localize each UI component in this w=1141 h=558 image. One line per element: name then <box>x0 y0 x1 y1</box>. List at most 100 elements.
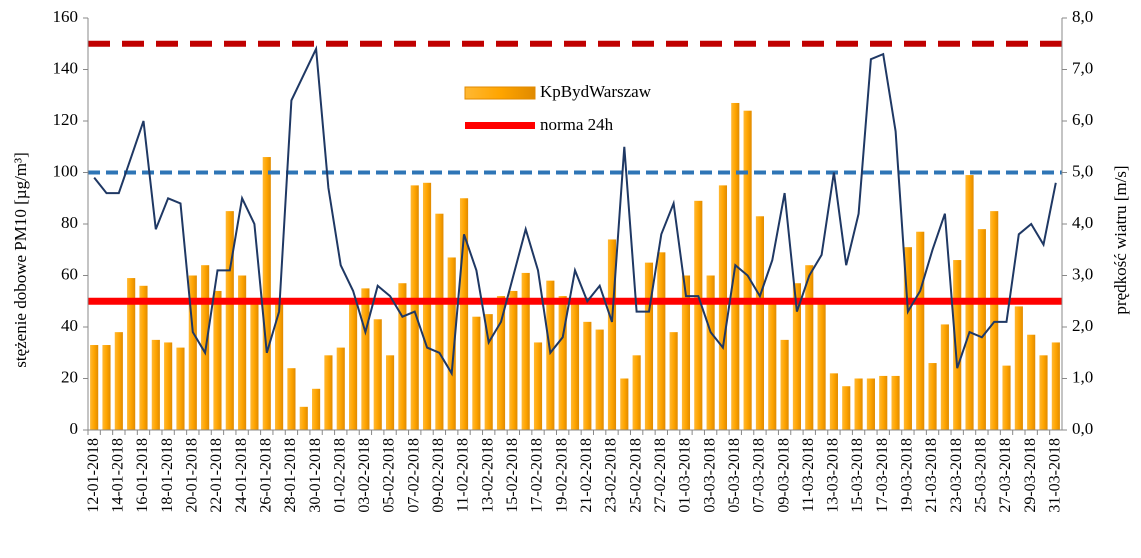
bar <box>607 239 617 430</box>
bar <box>496 296 506 430</box>
bar <box>459 198 469 430</box>
bar <box>632 355 641 430</box>
bar <box>866 378 875 430</box>
x-tick-label: 21-02-2018 <box>578 438 595 513</box>
bar <box>780 339 789 430</box>
y2-tick-label: 4,0 <box>1072 213 1093 232</box>
x-tick-label: 28-01-2018 <box>282 438 299 513</box>
x-tick-label: 18-01-2018 <box>159 438 176 513</box>
bar <box>114 332 123 430</box>
legend-label: KpBydWarszaw <box>540 82 652 101</box>
bar <box>262 157 271 431</box>
bar <box>533 342 543 430</box>
bar <box>1014 306 1023 430</box>
bar <box>570 301 580 430</box>
bar <box>275 301 284 430</box>
bar <box>410 185 419 430</box>
y2-tick-label: 5,0 <box>1072 161 1093 180</box>
x-tick-label: 13-02-2018 <box>479 438 496 513</box>
y2-tick-label: 7,0 <box>1072 58 1093 77</box>
x-tick-label: 09-03-2018 <box>775 438 792 513</box>
bar <box>805 265 814 430</box>
y-tick-label: 60 <box>61 264 78 283</box>
bar <box>312 388 321 430</box>
y2-tick-label: 8,0 <box>1072 7 1093 26</box>
y-tick-label: 20 <box>61 367 78 386</box>
bar <box>139 285 148 430</box>
bar <box>755 216 765 430</box>
bar <box>336 347 345 430</box>
y2-axis-label: prędkość wiatru [m/s] <box>1111 165 1130 314</box>
x-tick-label: 24-01-2018 <box>233 438 250 513</box>
x-tick-label: 03-03-2018 <box>701 438 718 513</box>
x-tick-label: 11-02-2018 <box>455 438 472 512</box>
y2-tick-label: 2,0 <box>1072 316 1093 335</box>
bar <box>706 275 715 430</box>
y-tick-label: 140 <box>53 58 79 77</box>
x-tick-label: 15-03-2018 <box>849 438 866 513</box>
y-tick-label: 160 <box>53 7 79 26</box>
x-tick-label: 16-01-2018 <box>134 438 151 513</box>
bar <box>977 229 986 430</box>
x-tick-label: 25-03-2018 <box>973 438 990 513</box>
bar <box>953 260 962 430</box>
y-tick-label: 120 <box>53 110 79 129</box>
bar <box>644 262 654 430</box>
x-tick-label: 11-03-2018 <box>800 438 817 512</box>
y2-tick-label: 6,0 <box>1072 110 1093 129</box>
bar <box>657 252 666 430</box>
x-tick-label: 25-02-2018 <box>627 438 644 513</box>
x-tick-label: 09-02-2018 <box>430 438 447 513</box>
x-tick-label: 26-01-2018 <box>257 438 274 513</box>
bar <box>743 110 752 430</box>
legend-swatch <box>465 122 535 129</box>
x-tick-label: 19-02-2018 <box>553 438 570 513</box>
x-tick-label: 07-03-2018 <box>751 438 768 513</box>
bar <box>792 283 801 430</box>
bar <box>484 314 493 430</box>
bar <box>361 288 370 430</box>
bar <box>583 321 592 430</box>
bar <box>287 368 296 430</box>
x-tick-label: 13-03-2018 <box>825 438 842 513</box>
bar <box>373 319 382 430</box>
bar <box>669 332 678 430</box>
bar <box>990 211 999 430</box>
bar <box>558 296 567 430</box>
bar <box>225 211 234 430</box>
bar <box>299 406 308 430</box>
legend-label: norma 24h <box>540 115 614 134</box>
bar <box>324 355 333 430</box>
x-tick-label: 30-01-2018 <box>307 438 324 513</box>
bar <box>176 347 185 430</box>
y2-tick-label: 0,0 <box>1072 419 1093 438</box>
y-axis-label: stężenie dobowe PM10 [µg/m³] <box>11 152 30 368</box>
y-tick-label: 80 <box>61 213 78 232</box>
bar <box>127 278 136 430</box>
x-tick-label: 05-03-2018 <box>726 438 743 513</box>
x-tick-label: 12-01-2018 <box>85 438 102 513</box>
bar <box>435 213 444 430</box>
bar <box>102 345 111 430</box>
bar <box>595 329 604 430</box>
bar <box>620 378 629 430</box>
x-tick-label: 23-02-2018 <box>603 438 620 513</box>
bar <box>521 272 530 430</box>
bar <box>164 342 173 430</box>
bar <box>903 247 912 430</box>
bar <box>398 283 407 430</box>
y2-tick-label: 3,0 <box>1072 264 1093 283</box>
legend-swatch <box>464 86 536 100</box>
bar <box>1002 365 1011 430</box>
bar <box>842 386 851 430</box>
bar <box>1039 355 1048 430</box>
x-tick-label: 17-03-2018 <box>874 438 891 513</box>
bar <box>694 200 703 430</box>
bar <box>509 290 518 430</box>
bar <box>213 290 222 430</box>
bar <box>718 185 728 430</box>
bar <box>250 301 259 430</box>
x-tick-label: 17-02-2018 <box>529 438 546 513</box>
y-tick-label: 40 <box>61 316 78 335</box>
